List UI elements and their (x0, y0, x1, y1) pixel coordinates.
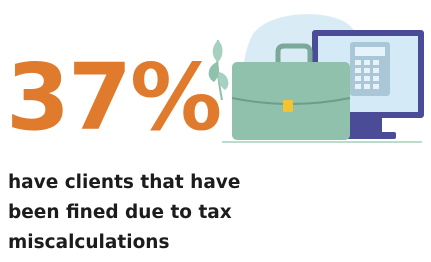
description-line: miscalculations (8, 228, 240, 258)
description: have clients that have been fined due to… (8, 168, 240, 258)
description-line: been fined due to tax (8, 198, 240, 228)
page: 37% have clients that have been fined du… (0, 0, 431, 262)
description-line: have clients that have (8, 168, 240, 198)
stat-value: 37% (6, 52, 220, 144)
